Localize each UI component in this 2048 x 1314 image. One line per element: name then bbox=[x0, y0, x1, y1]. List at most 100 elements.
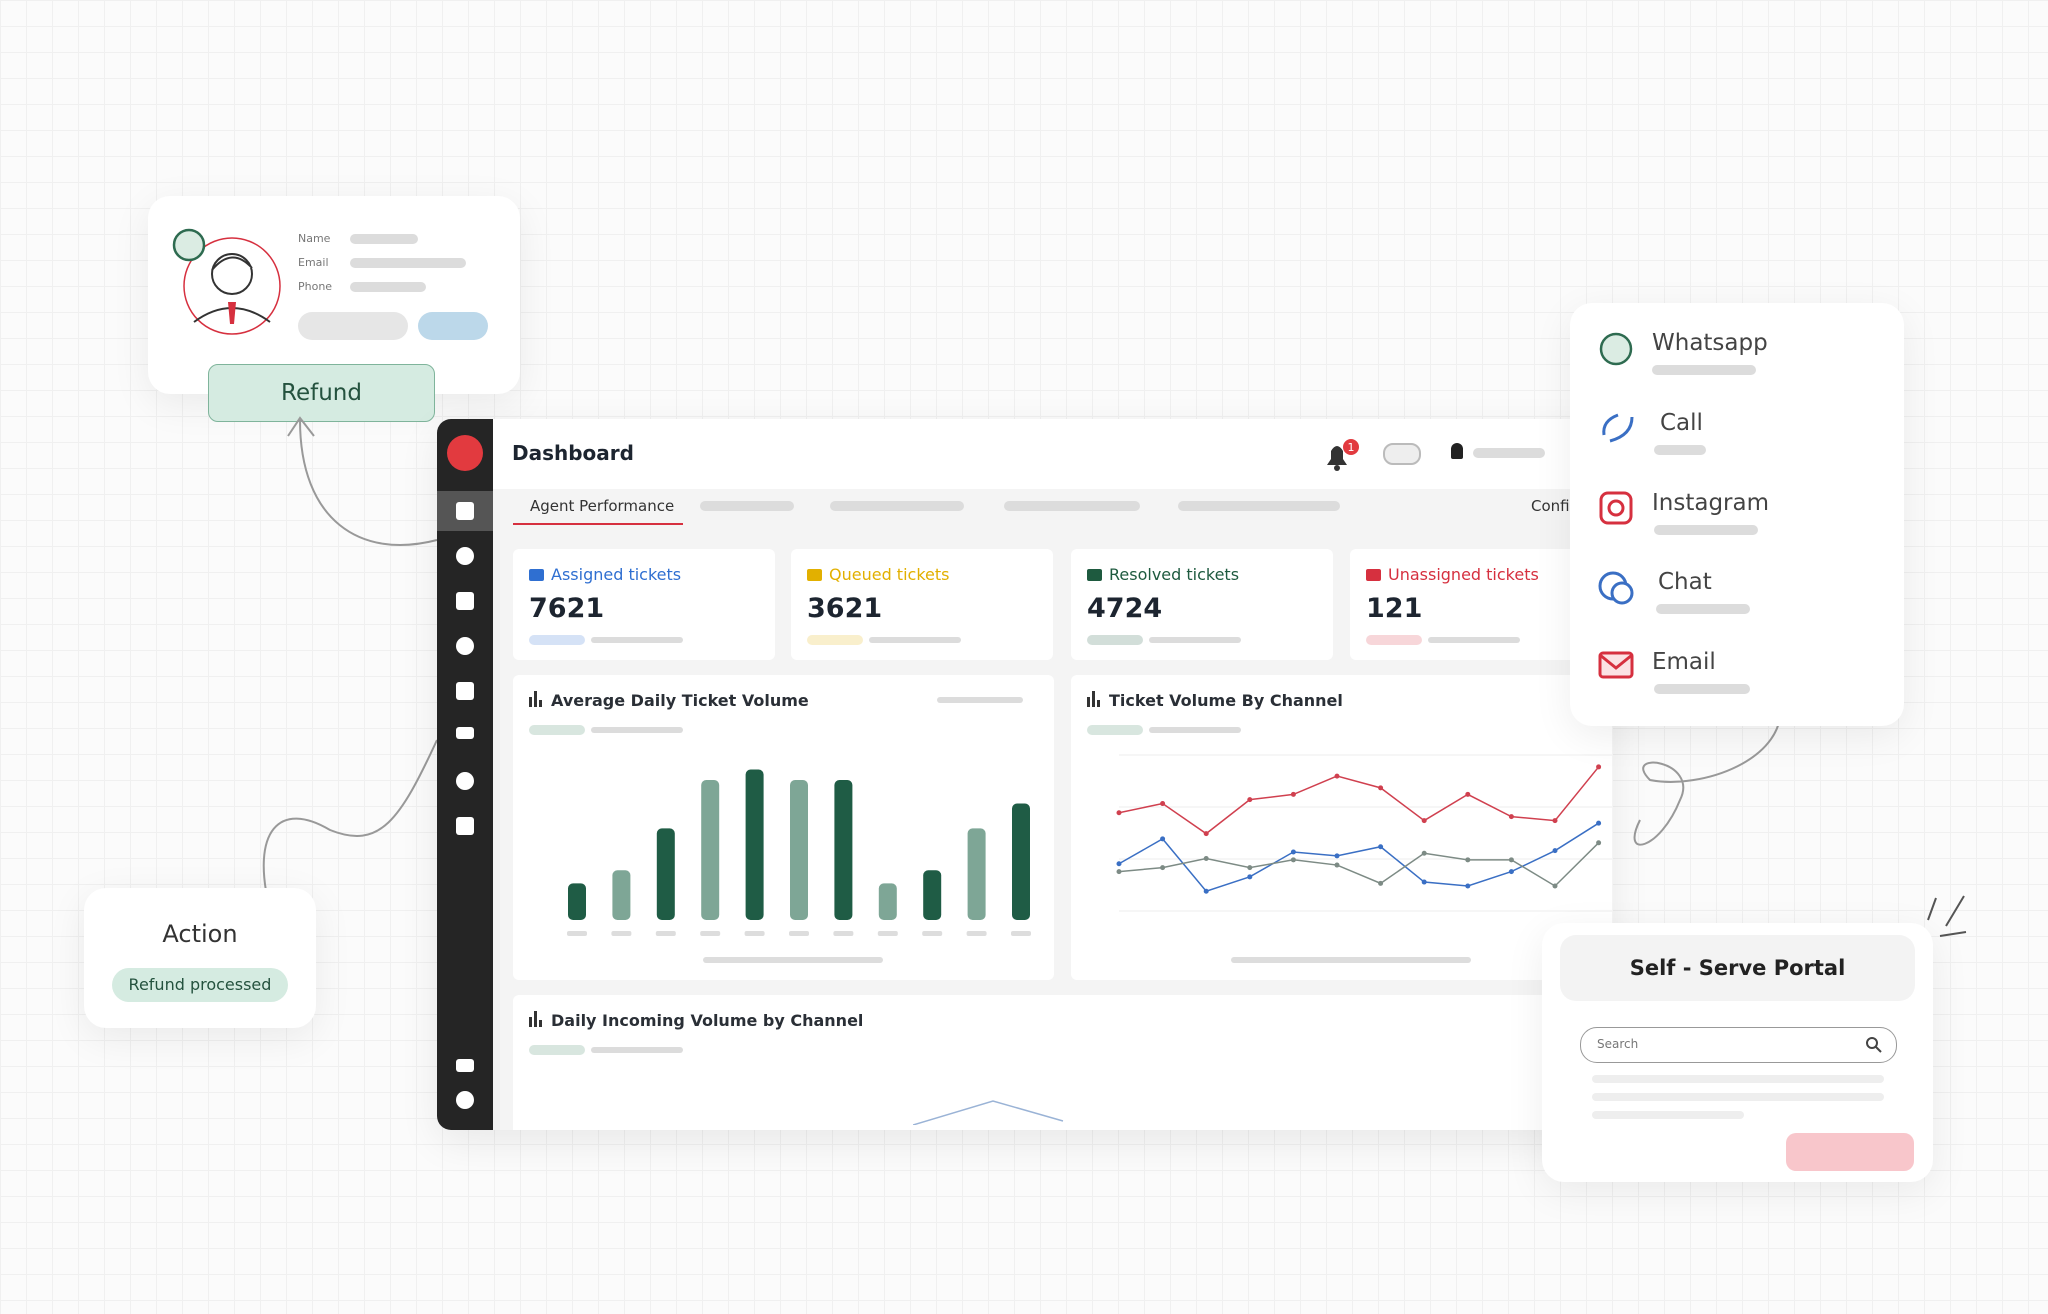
x-placeholder bbox=[567, 931, 587, 936]
placeholder bbox=[529, 1045, 585, 1055]
status-badge: Refund processed bbox=[112, 968, 288, 1002]
placeholder bbox=[529, 725, 585, 735]
submit-button[interactable] bbox=[1786, 1133, 1914, 1171]
bar bbox=[834, 780, 853, 920]
search-box[interactable]: Search bbox=[1580, 1027, 1897, 1063]
nav-icon[interactable] bbox=[456, 502, 474, 520]
user-icon[interactable] bbox=[1451, 443, 1463, 459]
placeholder bbox=[1592, 1075, 1884, 1083]
tab[interactable]: Confi bbox=[1531, 497, 1570, 515]
channel-name[interactable]: Whatsapp bbox=[1652, 330, 1768, 356]
placeholder bbox=[1149, 637, 1241, 643]
point bbox=[1290, 857, 1296, 863]
nav-icon[interactable] bbox=[456, 592, 474, 610]
nav-icon[interactable] bbox=[456, 772, 474, 790]
nav-icon[interactable] bbox=[456, 1059, 474, 1072]
x-placeholder bbox=[1011, 931, 1031, 936]
point bbox=[1290, 849, 1296, 855]
stat-icon bbox=[529, 569, 544, 581]
bar bbox=[1012, 803, 1030, 920]
nav-icon[interactable] bbox=[456, 817, 474, 835]
point bbox=[1247, 865, 1253, 871]
x-placeholder bbox=[966, 931, 987, 936]
point bbox=[1508, 814, 1514, 820]
placeholder bbox=[1654, 445, 1706, 455]
point bbox=[1552, 848, 1558, 854]
point bbox=[1334, 862, 1340, 868]
field-label: Name bbox=[298, 232, 331, 245]
tab-placeholder[interactable] bbox=[1004, 501, 1140, 511]
channel-icons bbox=[1598, 332, 1634, 679]
tab-placeholder[interactable] bbox=[830, 501, 964, 511]
placeholder bbox=[350, 258, 466, 268]
point bbox=[1116, 810, 1122, 816]
point bbox=[1596, 840, 1602, 846]
scrollbar bbox=[1231, 957, 1471, 963]
nav-icon[interactable] bbox=[456, 547, 474, 565]
placeholder bbox=[1592, 1111, 1744, 1119]
stat-label: Queued tickets bbox=[829, 565, 950, 584]
point bbox=[1334, 853, 1340, 859]
placeholder bbox=[1592, 1093, 1884, 1101]
bar bbox=[568, 883, 586, 920]
series-line bbox=[1118, 842, 1600, 887]
bar bbox=[745, 769, 764, 920]
channel-name[interactable]: Instagram bbox=[1652, 490, 1770, 516]
chart-panel: Ticket Volume By Channel bbox=[1071, 675, 1612, 980]
nav-icon[interactable] bbox=[456, 1091, 474, 1109]
nav-icon[interactable] bbox=[456, 682, 474, 700]
point bbox=[1421, 818, 1427, 824]
toggle[interactable] bbox=[1383, 443, 1421, 465]
page-title: Dashboard bbox=[512, 441, 634, 465]
point bbox=[1160, 836, 1166, 842]
point bbox=[1465, 791, 1471, 797]
bar bbox=[923, 870, 942, 920]
point bbox=[1421, 879, 1427, 885]
tab-placeholder[interactable] bbox=[1178, 501, 1340, 511]
placeholder bbox=[869, 637, 961, 643]
placeholder bbox=[591, 637, 683, 643]
field-label: Phone bbox=[298, 280, 333, 293]
channel-name[interactable]: Email bbox=[1652, 649, 1716, 675]
bar bbox=[967, 828, 986, 920]
refund-button[interactable]: Refund bbox=[208, 364, 435, 422]
point bbox=[1203, 888, 1209, 894]
point bbox=[1596, 764, 1602, 770]
contact-card: Name Email Phone bbox=[148, 196, 520, 394]
placeholder bbox=[1652, 365, 1756, 375]
placeholder bbox=[529, 635, 585, 645]
channel-name[interactable]: Chat bbox=[1658, 569, 1712, 595]
channel-name[interactable]: Call bbox=[1660, 410, 1703, 436]
placeholder bbox=[807, 635, 863, 645]
point bbox=[1160, 865, 1166, 871]
placeholder bbox=[350, 282, 426, 292]
search-icon[interactable] bbox=[1865, 1036, 1883, 1054]
placeholder bbox=[937, 697, 1023, 703]
tab-placeholder[interactable] bbox=[700, 501, 794, 511]
bar bbox=[612, 870, 631, 920]
nav-icon[interactable] bbox=[456, 637, 474, 655]
nav-icon[interactable] bbox=[456, 727, 474, 739]
point bbox=[1247, 797, 1253, 803]
scrollbar bbox=[703, 957, 883, 963]
point bbox=[1116, 861, 1122, 867]
x-placeholder bbox=[700, 931, 721, 936]
point bbox=[1465, 883, 1471, 889]
point bbox=[1508, 869, 1514, 875]
placeholder bbox=[1654, 525, 1758, 535]
stat-icon bbox=[1087, 569, 1102, 581]
chart-plot bbox=[1116, 754, 1612, 963]
placeholder bbox=[1149, 727, 1241, 733]
placeholder bbox=[1473, 448, 1545, 458]
bar bbox=[656, 828, 675, 920]
x-placeholder bbox=[744, 931, 765, 936]
point bbox=[1378, 880, 1384, 886]
tab-active[interactable]: Agent Performance bbox=[530, 497, 675, 515]
notifications[interactable]: 1 bbox=[1323, 439, 1363, 473]
point bbox=[1247, 874, 1253, 880]
action-title: Action bbox=[162, 920, 238, 948]
x-placeholder bbox=[611, 931, 632, 936]
x-placeholder bbox=[655, 931, 676, 936]
stat-value: 121 bbox=[1366, 593, 1423, 624]
